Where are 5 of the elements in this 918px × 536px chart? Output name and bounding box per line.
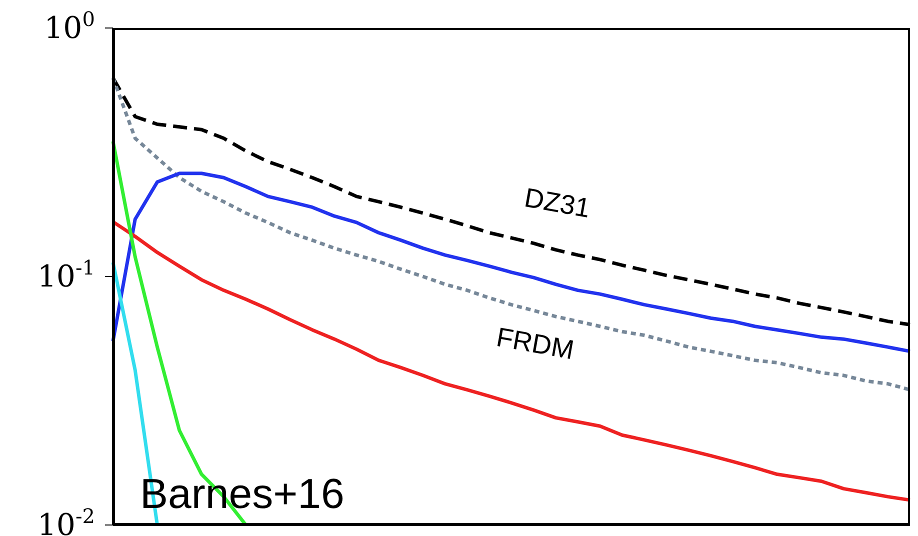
y-tick-label: 10$^{-1}$ <box>37 256 95 294</box>
y-tick-label: 10$^{0}$ <box>44 7 95 46</box>
y-tick-label: 10$^{-2}$ <box>37 504 95 536</box>
text: DZ31 <box>522 182 592 224</box>
text: FRDM <box>494 322 576 366</box>
